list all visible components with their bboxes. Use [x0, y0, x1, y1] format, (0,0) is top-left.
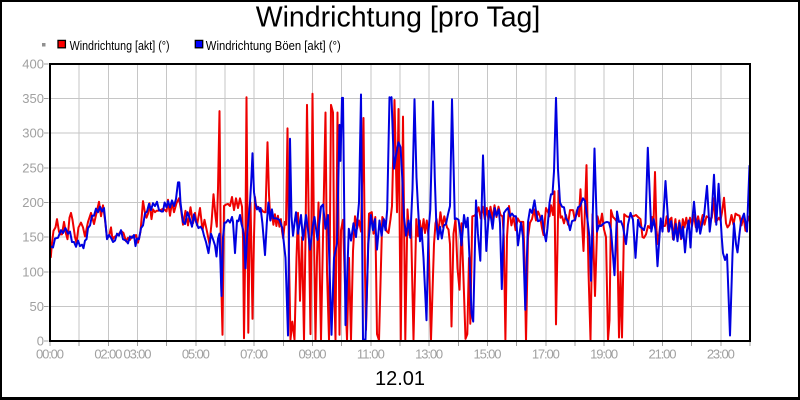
svg-text:07:00: 07:00: [240, 347, 268, 362]
svg-text:300: 300: [22, 126, 44, 141]
svg-text:19:00: 19:00: [590, 347, 618, 362]
svg-text:0: 0: [37, 334, 44, 349]
svg-text:23:00: 23:00: [707, 347, 735, 362]
svg-text:Windrichtung [pro Tag]: Windrichtung [pro Tag]: [256, 2, 541, 34]
svg-text:350: 350: [22, 91, 44, 106]
svg-text:50: 50: [30, 299, 44, 314]
svg-text:00:00: 00:00: [36, 347, 64, 362]
svg-text:09:00: 09:00: [299, 347, 327, 362]
svg-text:150: 150: [22, 230, 44, 245]
svg-text:02:00: 02:00: [94, 347, 122, 362]
svg-text:21:00: 21:00: [649, 347, 677, 362]
svg-text:12.01: 12.01: [375, 368, 425, 390]
svg-text:Windrichtung [akt] (°): Windrichtung [akt] (°): [70, 38, 170, 53]
svg-text:100: 100: [22, 264, 44, 279]
svg-text:400: 400: [22, 57, 44, 72]
svg-text:17:00: 17:00: [532, 347, 560, 362]
svg-text:03:00: 03:00: [124, 347, 152, 362]
svg-text:05:00: 05:00: [182, 347, 210, 362]
svg-text:15:00: 15:00: [474, 347, 502, 362]
svg-text:250: 250: [22, 160, 44, 175]
svg-text:200: 200: [22, 195, 44, 210]
svg-text:11:00: 11:00: [357, 347, 385, 362]
svg-text:13:00: 13:00: [415, 347, 443, 362]
svg-text:Windrichtung Böen [akt] (°): Windrichtung Böen [akt] (°): [206, 38, 341, 53]
